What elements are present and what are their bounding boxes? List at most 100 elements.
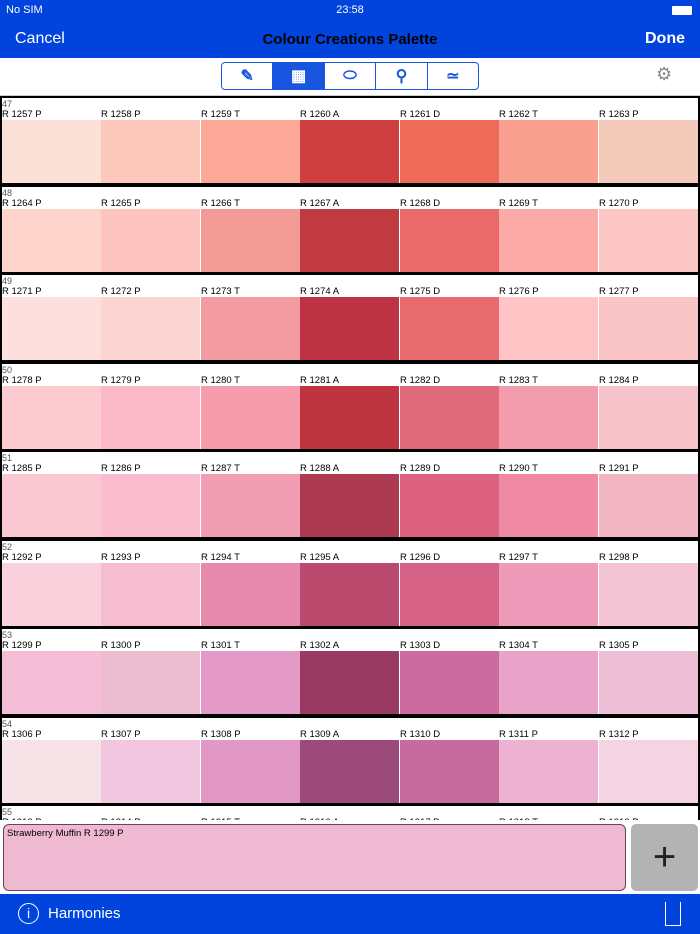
colour-swatch[interactable] xyxy=(2,651,101,714)
colour-code-label: R 1283 T xyxy=(499,374,538,386)
colour-code-label: R 1262 T xyxy=(499,109,538,120)
colour-swatch[interactable] xyxy=(300,562,399,626)
colour-code-label: R 1259 T xyxy=(201,109,240,120)
row-number: 52 xyxy=(2,541,13,552)
colour-swatch[interactable] xyxy=(599,297,698,360)
colour-swatch[interactable] xyxy=(499,208,598,272)
colour-swatch[interactable] xyxy=(499,562,598,626)
colour-code-label: R 1280 T xyxy=(201,374,240,386)
row-number: 48 xyxy=(2,187,13,198)
toolbar: ✎ ▦ ⬭ ⚲ ≃ ⚙ xyxy=(0,58,700,96)
colour-swatch[interactable] xyxy=(499,651,598,714)
colour-swatch[interactable] xyxy=(201,651,300,714)
approx-match-icon[interactable]: ≃ xyxy=(446,68,460,85)
colour-fan-deck-icon[interactable]: ⬭ xyxy=(325,63,377,89)
colour-code-label: R 1305 P xyxy=(599,640,639,651)
colour-swatch[interactable] xyxy=(300,120,399,183)
colour-code-label: R 1276 P xyxy=(499,286,539,297)
colour-swatch[interactable] xyxy=(400,208,499,272)
colour-swatch[interactable] xyxy=(400,651,499,714)
colour-swatch[interactable] xyxy=(499,385,598,449)
colour-swatch[interactable] xyxy=(300,651,399,714)
chart-row: 52 R 1292 P R 1293 P R 1294 T R 1295 A R 1296… xyxy=(2,540,698,626)
colour-swatch[interactable] xyxy=(101,739,200,803)
colour-code-label: R 1278 P xyxy=(2,374,42,386)
harmonies-button[interactable]: Harmonies xyxy=(48,905,121,922)
colour-swatch[interactable] xyxy=(400,739,499,803)
colour-code-label: R 1314 P xyxy=(101,817,141,820)
page-title: Colour Creations Palette xyxy=(262,31,438,48)
colour-code-label: R 1289 D xyxy=(400,463,441,474)
colour-swatch[interactable] xyxy=(599,208,698,272)
colour-swatch[interactable] xyxy=(599,474,698,537)
colour-swatch[interactable] xyxy=(300,385,399,449)
colour-swatch[interactable] xyxy=(400,474,499,537)
cancel-button[interactable]: Cancel xyxy=(15,30,65,47)
selected-colour-name: Strawberry Muffin R 1299 P xyxy=(7,828,124,839)
colour-swatch[interactable] xyxy=(400,120,499,183)
search-icon[interactable]: ⚲ xyxy=(376,63,428,89)
colour-swatch[interactable] xyxy=(599,562,698,626)
colour-swatch[interactable] xyxy=(2,562,101,626)
palette-brush-icon[interactable]: ✎ xyxy=(222,63,274,89)
chart-settings-gear-icon[interactable]: ⚙ xyxy=(656,64,673,84)
colour-swatch[interactable] xyxy=(2,739,101,803)
colour-swatch[interactable] xyxy=(400,562,499,626)
colour-swatch[interactable] xyxy=(300,474,399,537)
colour-swatch[interactable] xyxy=(2,385,101,449)
colour-code-label: R 1275 D xyxy=(400,286,441,297)
colour-code-label: R 1264 P xyxy=(2,197,42,209)
colour-swatch[interactable] xyxy=(101,474,200,537)
colour-code-label: R 1315 T xyxy=(201,817,240,820)
row-number: 54 xyxy=(2,718,13,729)
colour-swatch[interactable] xyxy=(2,208,101,272)
colour-code-label: R 1308 P xyxy=(201,728,241,740)
colour-swatch[interactable] xyxy=(201,385,300,449)
colour-code-label: R 1293 P xyxy=(101,551,141,563)
view-segmented-control[interactable]: ✎ ▦ ⬭ ⚲ ≃ xyxy=(221,62,479,90)
colour-swatch[interactable] xyxy=(599,739,698,803)
row-number: 55 xyxy=(2,807,13,817)
colour-swatch[interactable] xyxy=(599,120,698,183)
colour-swatch[interactable] xyxy=(2,474,101,537)
colour-swatch[interactable] xyxy=(599,651,698,714)
colour-code-label: R 1304 T xyxy=(499,640,538,651)
colour-swatch[interactable] xyxy=(201,739,300,803)
colour-swatch[interactable] xyxy=(499,474,598,537)
colour-code-label: R 1274 A xyxy=(300,286,340,297)
colour-chart-icon[interactable]: ▦ xyxy=(273,63,325,89)
colour-code-label: R 1269 T xyxy=(499,197,538,209)
colour-swatch[interactable] xyxy=(101,562,200,626)
add-colour-button[interactable]: + xyxy=(631,824,698,891)
chart-row: 47 R 1257 P R 1258 P R 1259 T R 1260 A R 1261… xyxy=(2,98,698,183)
colour-swatch[interactable] xyxy=(101,651,200,714)
colour-swatch[interactable] xyxy=(2,120,101,183)
chart-row: 50 R 1278 P R 1279 P R 1280 T R 1281 A R 1282… xyxy=(2,363,698,449)
colour-chart-list[interactable]: 47 R 1257 P R 1258 P R 1259 T R 1260 A R 1261… xyxy=(0,96,700,820)
colour-swatch[interactable] xyxy=(2,297,101,360)
colour-swatch[interactable] xyxy=(300,739,399,803)
colour-swatch[interactable] xyxy=(400,297,499,360)
info-icon[interactable]: i xyxy=(18,903,39,924)
done-button[interactable]: Done xyxy=(645,30,685,47)
colour-swatch[interactable] xyxy=(101,208,200,272)
colour-swatch[interactable] xyxy=(201,562,300,626)
colour-swatch[interactable] xyxy=(201,474,300,537)
battery-icon xyxy=(672,6,692,15)
colour-code-label: R 1288 A xyxy=(300,463,340,474)
colour-swatch[interactable] xyxy=(101,120,200,183)
colour-swatch[interactable] xyxy=(101,385,200,449)
colour-swatch[interactable] xyxy=(499,120,598,183)
colour-swatch[interactable] xyxy=(300,297,399,360)
colour-swatch[interactable] xyxy=(101,297,200,360)
selected-colour-swatch[interactable]: Strawberry Muffin R 1299 P xyxy=(3,824,626,891)
colour-swatch[interactable] xyxy=(400,385,499,449)
colour-swatch[interactable] xyxy=(201,120,300,183)
colour-swatch[interactable] xyxy=(599,385,698,449)
colour-swatch[interactable] xyxy=(201,297,300,360)
colour-swatch[interactable] xyxy=(300,208,399,272)
colour-swatch[interactable] xyxy=(499,297,598,360)
share-icon[interactable] xyxy=(665,902,681,926)
colour-swatch[interactable] xyxy=(499,739,598,803)
colour-swatch[interactable] xyxy=(201,208,300,272)
